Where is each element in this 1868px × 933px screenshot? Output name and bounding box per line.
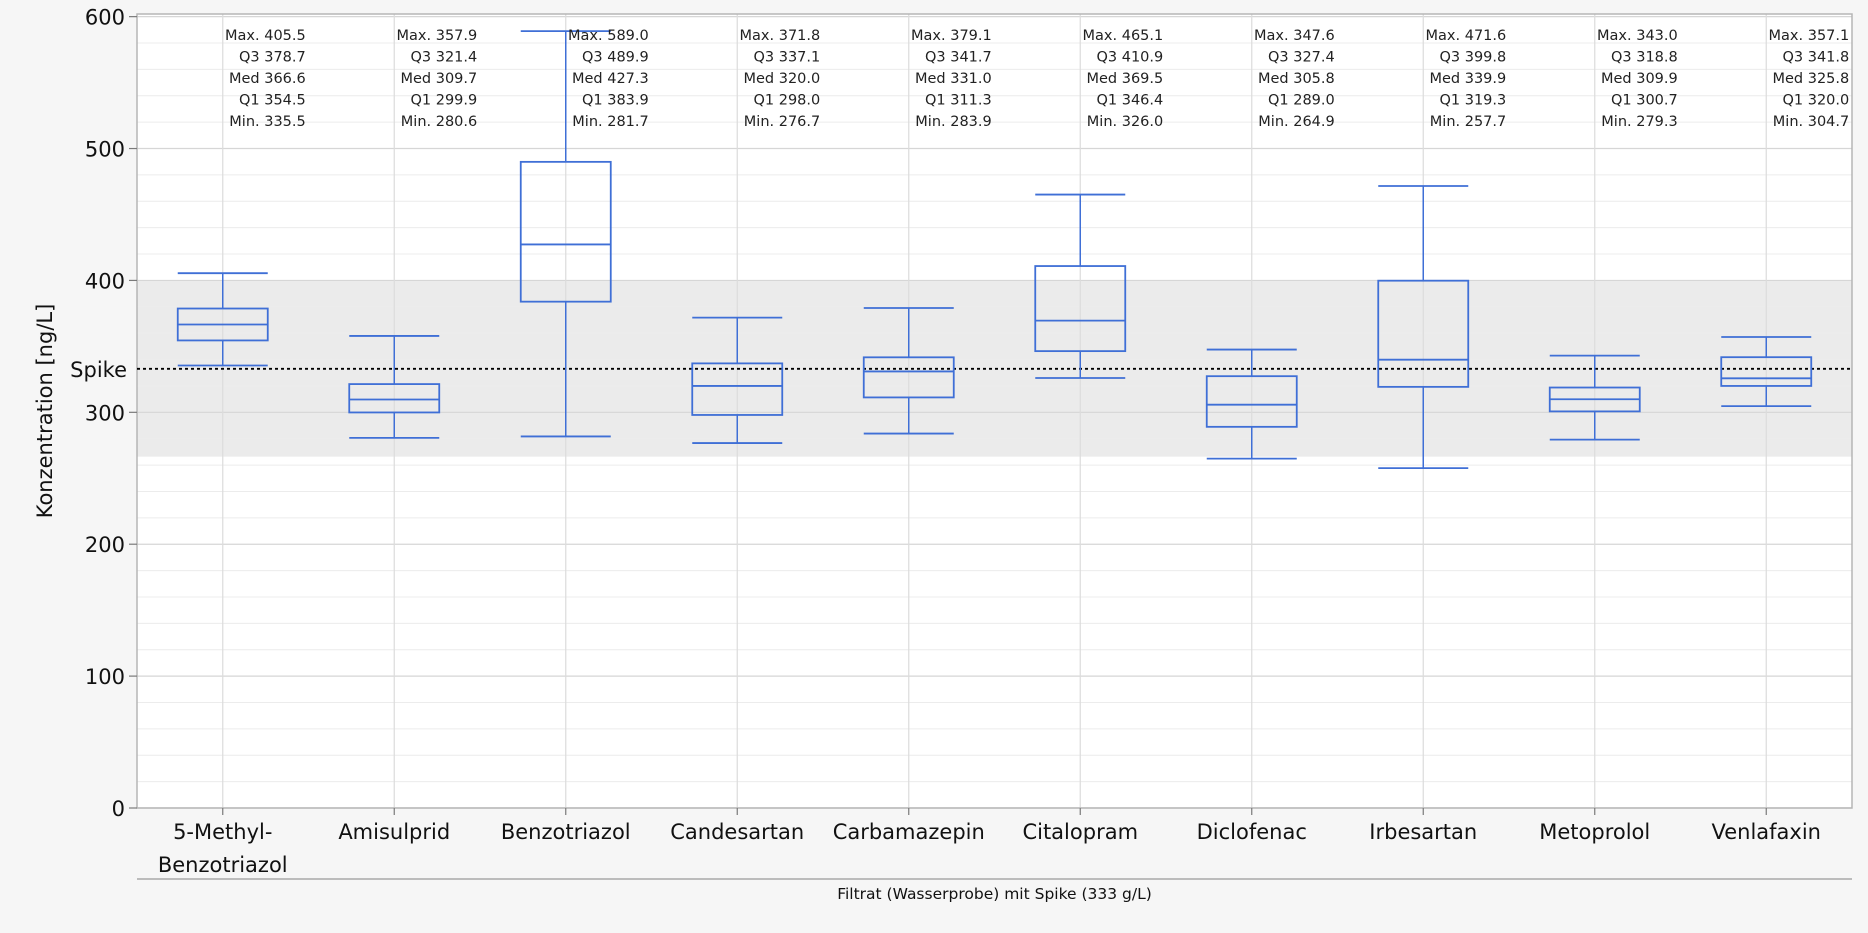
stat-label: Max. 589.0 bbox=[568, 28, 649, 44]
stat-label: Min. 280.6 bbox=[401, 114, 477, 130]
stat-label: Q3 321.4 bbox=[410, 50, 477, 66]
stat-label: Q3 378.7 bbox=[239, 50, 306, 66]
plot-frame bbox=[136, 13, 1853, 809]
stat-label: Q3 341.8 bbox=[1782, 50, 1849, 66]
stat-label: Min. 279.3 bbox=[1601, 114, 1677, 130]
x-tick-label: Candesartan bbox=[670, 820, 804, 844]
stat-label: Max. 343.0 bbox=[1597, 28, 1678, 44]
stat-label: Q1 298.0 bbox=[753, 93, 820, 109]
stat-label: Q1 300.7 bbox=[1611, 93, 1678, 109]
y-tick-label: 600 bbox=[85, 6, 125, 30]
iqr-box[interactable] bbox=[691, 362, 784, 416]
stat-label: Max. 405.5 bbox=[225, 28, 306, 44]
stat-label: Q1 346.4 bbox=[1096, 93, 1163, 109]
x-tick-label: 5-Methyl- bbox=[173, 820, 272, 844]
stat-label: Max. 379.1 bbox=[911, 28, 992, 44]
iqr-box[interactable] bbox=[1720, 356, 1813, 387]
x-tick-label: Irbesartan bbox=[1369, 820, 1477, 844]
stat-label: Q3 399.8 bbox=[1439, 50, 1506, 66]
x-axis-label: Filtrat (Wasserprobe) mit Spike (333 g/L… bbox=[837, 885, 1152, 903]
stat-label: Q3 318.8 bbox=[1611, 50, 1678, 66]
stat-label: Med 339.9 bbox=[1429, 71, 1506, 87]
x-tick-label: Benzotriazol bbox=[158, 853, 288, 877]
stat-label: Q3 341.7 bbox=[925, 50, 992, 66]
stat-label: Q1 354.5 bbox=[239, 93, 306, 109]
y-axis-label: Konzentration [ng/L] bbox=[33, 304, 57, 519]
x-tick-label: Benzotriazol bbox=[501, 820, 631, 844]
x-tick-label: Amisulprid bbox=[338, 820, 450, 844]
stat-label: Q3 337.1 bbox=[753, 50, 820, 66]
stat-label: Min. 276.7 bbox=[744, 114, 820, 130]
stat-label: Q3 327.4 bbox=[1268, 50, 1335, 66]
y-tick-label: 100 bbox=[85, 665, 125, 689]
stat-label: Min. 257.7 bbox=[1430, 114, 1506, 130]
stat-label: Min. 264.9 bbox=[1258, 114, 1334, 130]
stat-label: Q1 320.0 bbox=[1782, 93, 1849, 109]
stat-label: Min. 304.7 bbox=[1773, 114, 1849, 130]
stat-label: Max. 347.6 bbox=[1254, 28, 1335, 44]
iqr-box[interactable] bbox=[862, 356, 955, 399]
stat-label: Min. 326.0 bbox=[1087, 114, 1163, 130]
x-tick-label: Carbamazepin bbox=[833, 820, 985, 844]
x-tick-label: Venlafaxin bbox=[1711, 820, 1821, 844]
x-tick-label: Citalopram bbox=[1022, 820, 1138, 844]
stat-label: Q1 299.9 bbox=[410, 93, 477, 109]
stat-label: Min. 283.9 bbox=[915, 114, 991, 130]
stat-label: Med 427.3 bbox=[572, 71, 649, 87]
y-tick-label: 500 bbox=[85, 138, 125, 162]
y-tick-label: 300 bbox=[85, 401, 125, 425]
stat-label: Max. 471.6 bbox=[1426, 28, 1507, 44]
iqr-box[interactable] bbox=[519, 160, 612, 303]
stat-label: Med 325.8 bbox=[1772, 71, 1849, 87]
stat-label: Min. 281.7 bbox=[572, 114, 648, 130]
y-tick-label: 0 bbox=[112, 797, 125, 821]
y-tick-label: 200 bbox=[85, 533, 125, 557]
stat-label: Med 366.6 bbox=[229, 71, 306, 87]
y-tick-label: 400 bbox=[85, 269, 125, 293]
iqr-box[interactable] bbox=[1034, 265, 1127, 353]
stat-label: Max. 371.8 bbox=[740, 28, 821, 44]
stat-label: Q3 489.9 bbox=[582, 50, 649, 66]
iqr-box[interactable] bbox=[1377, 279, 1470, 388]
stat-label: Med 309.9 bbox=[1601, 71, 1678, 87]
spike-reference-label: Spike bbox=[70, 358, 127, 382]
stat-label: Max. 357.9 bbox=[397, 28, 478, 44]
x-tick-label: Diclofenac bbox=[1197, 820, 1307, 844]
iqr-box[interactable] bbox=[1205, 375, 1298, 428]
stat-label: Max. 465.1 bbox=[1083, 28, 1164, 44]
stat-label: Q1 319.3 bbox=[1439, 93, 1506, 109]
stat-label: Med 369.5 bbox=[1086, 71, 1163, 87]
stat-label: Q1 311.3 bbox=[925, 93, 992, 109]
stat-label: Med 331.0 bbox=[915, 71, 992, 87]
stat-label: Min. 335.5 bbox=[229, 114, 305, 130]
stat-label: Med 320.0 bbox=[743, 71, 820, 87]
stat-label: Med 305.8 bbox=[1258, 71, 1335, 87]
stat-label: Q3 410.9 bbox=[1096, 50, 1163, 66]
iqr-box[interactable] bbox=[348, 383, 441, 414]
stat-label: Med 309.7 bbox=[400, 71, 477, 87]
stat-label: Q1 289.0 bbox=[1268, 93, 1335, 109]
x-tick-label: Metoprolol bbox=[1539, 820, 1650, 844]
stat-label: Max. 357.1 bbox=[1769, 28, 1850, 44]
stat-label: Q1 383.9 bbox=[582, 93, 649, 109]
